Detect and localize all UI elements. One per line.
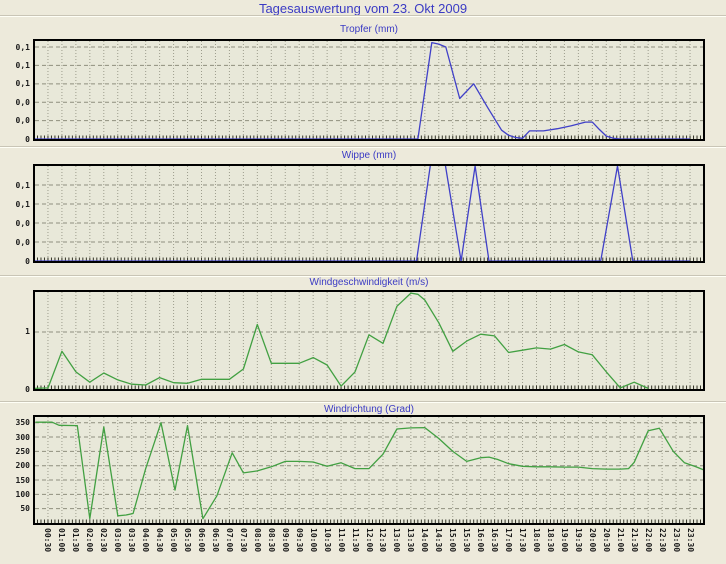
x-axis-label: 19:30 [573,528,583,553]
x-axis-label: 06:00 [197,528,206,553]
separator-line [0,401,726,403]
x-axis-label: 18:00 [532,528,541,553]
x-axis-label: 18:30 [545,528,555,553]
y-axis-label: 0,1 [15,42,30,52]
y-axis-label: 0,0 [15,116,30,126]
x-axis-label: 19:00 [559,528,569,553]
y-axis-label: 1 [25,327,30,337]
x-axis-label: 06:30 [210,528,220,553]
data-line-3 [35,421,705,520]
y-axis-label: 0 [25,134,30,144]
y-axis-label: 0,1 [15,60,30,70]
x-axis-label: 09:00 [280,528,290,553]
x-axis-label: 20:30 [601,528,611,553]
x-axis-label: 23:30 [685,528,695,553]
x-axis-label: 12:00 [364,528,374,553]
x-axis-label: 08:30 [266,528,276,553]
separator-line [0,15,726,17]
y-axis-label: 50 [20,504,30,514]
plot-area-0 [33,39,705,141]
x-axis-label: 01:00 [57,528,67,553]
data-line-1 [34,164,690,262]
x-axis-label: 21:30 [629,528,639,553]
x-axis-label: 03:00 [113,528,123,553]
chart-title-windgeschwindigkeit: Windgeschwindigkeit (m/s) [309,277,429,288]
x-axis-label: 11:00 [336,528,346,553]
y-axis-label: 0 [25,384,30,394]
data-line-2 [33,292,649,390]
x-axis-label: 13:30 [406,528,416,553]
y-axis-label: 250 [15,446,30,456]
x-axis-label: 21:00 [615,528,625,553]
x-axis-label: 23:00 [671,528,681,553]
y-axis-label: 0,1 [15,199,30,209]
x-axis-label: 15:00 [448,528,458,553]
y-axis-label: 200 [15,461,30,471]
x-axis-label: 02:00 [85,528,95,553]
x-axis-label: 04:00 [141,528,151,553]
x-axis-label: 10:00 [308,528,318,553]
x-axis-label: 00:30 [43,528,53,553]
y-axis-label: 150 [15,475,30,485]
x-axis-label: 14:00 [420,528,430,553]
y-axis-label: 100 [15,489,30,499]
x-axis-label: 10:30 [322,528,332,553]
y-axis-label: 0,0 [15,218,30,228]
x-axis-label: 05:30 [183,528,193,553]
separator-line [0,146,726,148]
x-axis-label: 05:00 [169,528,179,553]
y-axis-label: 0,0 [15,237,30,247]
x-axis-label: 08:00 [252,528,262,553]
y-axis-label: 350 [15,418,30,428]
x-axis-label: 07:00 [224,528,234,553]
chart-title-tropfer: Tropfer (mm) [340,24,398,35]
x-axis-label: 07:30 [238,528,248,553]
x-axis-label: 16:00 [476,528,486,553]
x-axis-label: 04:30 [155,528,165,553]
separator-line [0,275,726,277]
data-line-0 [34,41,690,140]
plot-area-3 [33,415,705,525]
x-axis-label: 17:30 [518,528,528,553]
x-axis-label: 12:30 [378,528,388,553]
x-axis-label: 09:30 [294,528,304,553]
page-title: Tagesauswertung vom 23. Okt 2009 [258,1,468,16]
x-axis-label: 22:30 [657,528,667,553]
x-axis-label: 03:30 [127,528,137,553]
chart-title-windrichtung: Windrichtung (Grad) [323,404,415,415]
y-axis-label: 0,0 [15,97,30,107]
y-axis-label: 0,1 [15,180,30,190]
chart-title-wippe: Wippe (mm) [341,150,397,161]
x-axis-label: 02:30 [99,528,109,553]
x-axis-label: 01:30 [71,528,81,553]
x-axis-label: 22:00 [643,528,653,553]
x-axis-label: 20:00 [587,528,597,553]
y-axis-label: 0,1 [15,79,30,89]
plot-area-2 [33,290,705,391]
y-axis-label: 0 [25,256,30,266]
y-axis-label: 300 [15,432,30,442]
x-axis-label: 16:30 [490,528,500,553]
x-axis-label: 15:30 [462,528,472,553]
x-axis-label: 17:00 [504,528,514,553]
x-axis-label: 14:30 [434,528,444,553]
x-axis-label: 13:00 [392,528,402,553]
x-axis-label: 11:30 [350,528,360,553]
plot-area-1 [33,164,705,263]
